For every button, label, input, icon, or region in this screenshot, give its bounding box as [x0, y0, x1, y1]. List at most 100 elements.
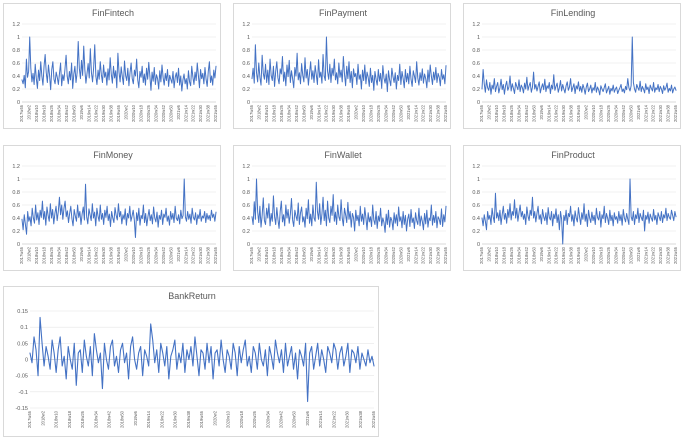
series-line-finfintech [21, 36, 217, 92]
y-tick-label: 1.2 [472, 164, 480, 170]
x-tick-label: 2021w6 [176, 246, 181, 261]
x-tick-label: 2020w10 [591, 246, 596, 264]
y-tick-label: 0.2 [12, 229, 20, 235]
y-tick-label: 1 [477, 177, 480, 183]
x-tick-label: 2019w22 [324, 246, 329, 264]
x-tick-label: 2018w18 [501, 104, 506, 122]
x-tick-label: 2018w42 [64, 246, 69, 264]
x-tick-label: 2019w38 [109, 104, 114, 122]
y-tick-label: 1 [17, 177, 20, 183]
x-tick-label: 2018w18 [41, 246, 46, 264]
y-tick-label: 0 [17, 242, 20, 248]
y-tick-label: 1.2 [242, 164, 250, 170]
x-tick-label: 2018w2 [257, 104, 262, 119]
x-tick-label: 2019w46 [199, 410, 204, 428]
y-tick-label: 0.2 [242, 229, 250, 235]
x-tick-label: 2021w14 [183, 104, 188, 122]
x-tick-label: 2020w34 [613, 246, 618, 264]
y-tick-label: 0.8 [12, 48, 20, 54]
y-tick-label: 1.2 [12, 22, 20, 28]
x-tick-label: 2019w30 [561, 246, 566, 264]
x-tick-label: 2020w26 [252, 410, 257, 428]
x-tick-label: 2018w34 [286, 246, 291, 264]
x-tick-label: 2019w6 [309, 246, 314, 261]
x-tick-label: 2021w46 [673, 246, 678, 264]
x-tick-label: 2021w30 [198, 104, 203, 122]
y-tick-label: 0.4 [472, 216, 480, 222]
x-tick-label: 2020w50 [168, 246, 173, 264]
x-tick-label: 2019w46 [116, 246, 121, 264]
x-tick-label: 2020w18 [368, 246, 373, 264]
series-line-finwallet [251, 178, 447, 233]
chart-title: FinProduct [551, 150, 595, 160]
x-tick-label: 2020w10 [131, 246, 136, 264]
chart-panel-bankreturn: BankReturn -0.15 -0.1 -0.05 0 0.05 0.1 0.15 2017… [3, 286, 379, 437]
chart-panel-finwallet: FinWallet 0 0.2 0.4 0.6 0.8 1 1.2 2017w46 2018w2 2… [233, 145, 451, 271]
y-tick-label: 1 [17, 35, 20, 41]
x-tick-label: 2020w10 [226, 410, 231, 428]
chart-title: BankReturn [168, 291, 216, 301]
x-tick-label: 2020w10 [361, 104, 366, 122]
x-tick-label: 2018w42 [524, 246, 529, 264]
y-tick-label: 0.4 [242, 74, 250, 80]
x-tick-label: 2018w10 [264, 246, 269, 264]
x-tick-label: 2021w38 [206, 246, 211, 264]
x-tick-label: 2019w46 [116, 104, 121, 122]
x-tick-label: 2018w50 [301, 246, 306, 264]
x-tick-label: 2021w46 [213, 104, 218, 122]
x-tick-label: 2020w42 [278, 410, 283, 428]
x-tick-label: 2020w42 [391, 246, 396, 264]
x-tick-label: 2021w6 [305, 410, 310, 425]
x-tick-label: 2019w38 [186, 410, 191, 428]
x-tick-label: 2021w14 [643, 104, 648, 122]
x-tick-label: 2020w26 [606, 104, 611, 122]
x-tick-label: 2018w42 [106, 410, 111, 428]
x-tick-label: 2021w22 [191, 104, 196, 122]
x-tick-label: 2021w14 [413, 104, 418, 122]
x-tick-label: 2020w50 [628, 246, 633, 264]
x-tick-label: 2020w10 [361, 246, 366, 264]
y-tick-label: 0.05 [17, 341, 28, 347]
chart-panel-finpayment: FinPayment 0 0.2 0.4 0.6 0.8 1 1.2 2017w46 2018w2… [233, 3, 451, 129]
chart-title: FinLending [551, 8, 596, 18]
x-tick-label: 2017w46 [479, 246, 484, 264]
x-tick-label: 2019w22 [554, 246, 559, 264]
y-tick-label: 0.6 [472, 203, 480, 209]
series-line-finproduct [481, 178, 677, 245]
x-tick-label: 2019w30 [561, 104, 566, 122]
x-tick-label: 2021w38 [436, 104, 441, 122]
x-tick-label: 2020w50 [292, 410, 297, 428]
x-tick-label: 2019w38 [569, 246, 574, 264]
x-tick-label: 2017w46 [19, 104, 24, 122]
x-tick-label: 2021w30 [658, 246, 663, 264]
x-tick-label: 2020w42 [161, 104, 166, 122]
x-tick-label: 2019w14 [546, 104, 551, 122]
x-tick-label: 2018w26 [279, 104, 284, 122]
x-tick-label: 2018w2 [27, 246, 32, 261]
x-tick-label: 2018w26 [509, 104, 514, 122]
chart-panel-finmoney: FinMoney 0 0.2 0.4 0.6 0.8 1 1.2 2017w46 2018w2 20… [3, 145, 221, 271]
y-tick-label: 1 [247, 177, 250, 183]
y-tick-label: 0.4 [12, 74, 20, 80]
y-tick-label: 0 [477, 242, 480, 248]
x-tick-label: 2018w2 [40, 410, 45, 425]
x-tick-label: 2019w22 [554, 104, 559, 122]
x-tick-label: 2017w46 [19, 246, 24, 264]
x-tick-label: 2020w18 [138, 246, 143, 264]
x-tick-label: 2020w34 [265, 410, 270, 428]
series-line-finlending [481, 36, 677, 96]
x-tick-label: 2021w14 [643, 246, 648, 264]
x-tick-label: 2021w38 [666, 104, 671, 122]
x-tick-label: 2018w50 [120, 410, 125, 428]
x-tick-label: 2018w50 [71, 246, 76, 264]
x-tick-label: 2019w22 [94, 104, 99, 122]
y-tick-label: 0.6 [242, 61, 250, 67]
x-tick-label: 2019w30 [331, 246, 336, 264]
x-tick-label: 2021w46 [443, 104, 448, 122]
x-tick-label: 2021w22 [331, 410, 336, 428]
x-tick-label: 2019w14 [546, 246, 551, 264]
x-tick-label: 2021w46 [443, 246, 448, 264]
